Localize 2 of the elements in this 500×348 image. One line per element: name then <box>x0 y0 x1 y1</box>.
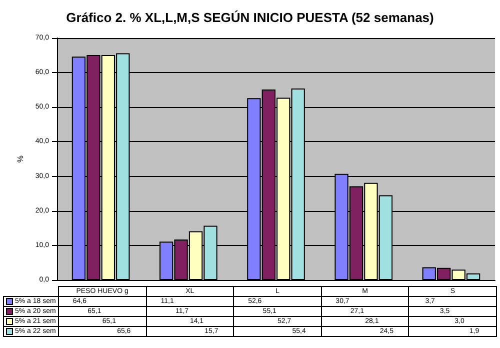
y-axis-title: % <box>16 155 25 163</box>
chart-title: Gráfico 2. % XL,L,M,S SEGÚN INICIO PUESTA (52 semanas) <box>66 10 434 25</box>
